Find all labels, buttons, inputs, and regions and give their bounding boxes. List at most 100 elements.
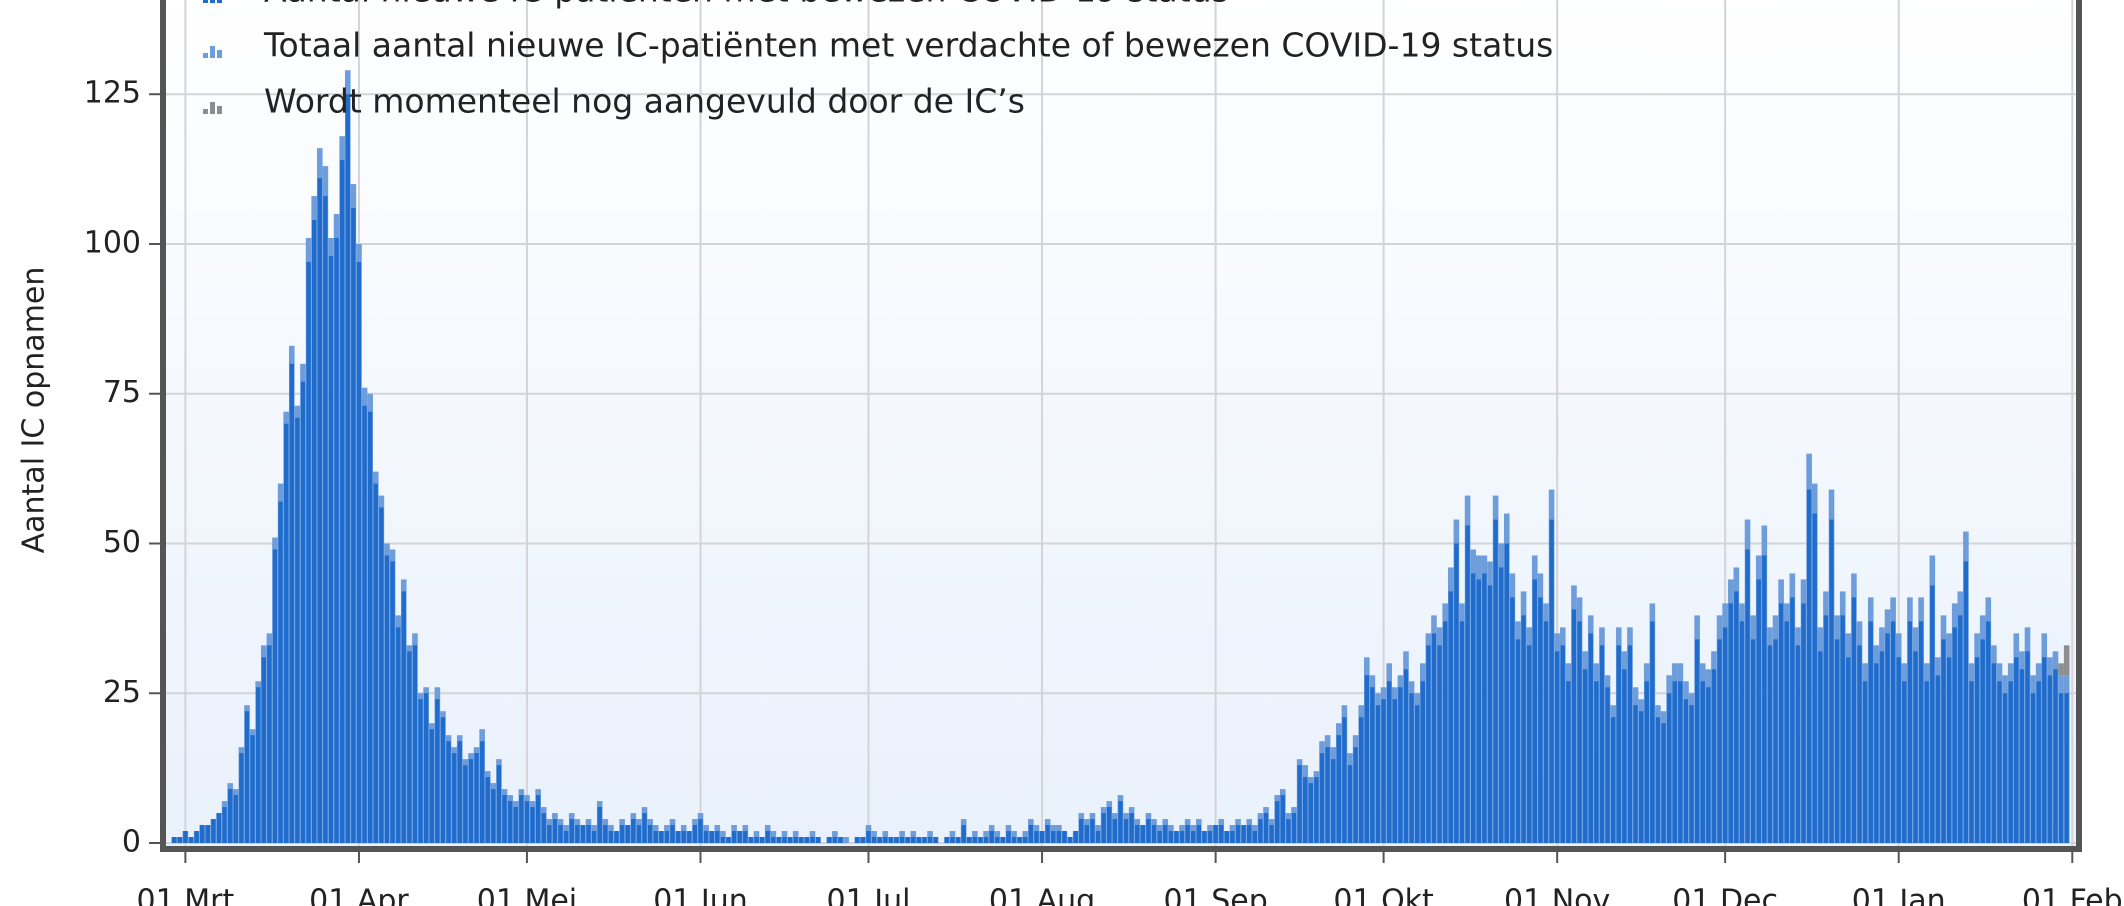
bar <box>1571 609 1577 844</box>
bar <box>541 813 546 844</box>
x-tick-label: 01 Mei <box>477 884 577 906</box>
bar <box>1235 825 1241 844</box>
bar <box>1750 639 1756 844</box>
bar <box>692 825 698 844</box>
bar <box>1280 795 1286 844</box>
bar <box>978 837 983 844</box>
legend-icon <box>203 0 208 3</box>
bar <box>1045 825 1050 844</box>
bar <box>933 837 938 844</box>
bar <box>1442 621 1448 844</box>
bar <box>1515 639 1521 844</box>
bar <box>1129 813 1134 844</box>
bar <box>496 765 502 844</box>
bar <box>631 819 636 844</box>
bar <box>1823 615 1829 844</box>
bar <box>2019 669 2025 844</box>
bar <box>1594 681 1599 844</box>
bar <box>502 795 507 844</box>
bar <box>1504 543 1509 844</box>
bar <box>463 765 468 844</box>
legend: Aantal nieuwe IC-patiënten met bewezen C… <box>203 0 1553 121</box>
bar <box>177 837 182 844</box>
bar <box>306 261 311 844</box>
bar <box>1107 807 1112 844</box>
bar <box>1986 621 1991 844</box>
bar <box>373 483 378 844</box>
bar <box>1510 597 1515 844</box>
bar <box>418 699 423 844</box>
bar <box>1840 615 1845 844</box>
bar <box>1000 837 1006 844</box>
bar <box>591 831 597 844</box>
legend-label: Aantal nieuwe IC-patiënten met bewezen C… <box>264 0 1229 10</box>
bar <box>843 837 849 844</box>
bar <box>2042 657 2047 844</box>
bar <box>619 825 625 844</box>
bar <box>1414 705 1420 844</box>
bar <box>250 735 255 844</box>
bar <box>1381 699 1386 844</box>
bar <box>1420 681 1425 844</box>
bar <box>894 837 899 844</box>
bar <box>1459 621 1465 844</box>
bar <box>776 837 782 844</box>
bar <box>412 645 418 844</box>
bar <box>2002 693 2008 844</box>
bar <box>1689 705 1694 844</box>
bar <box>1179 831 1185 844</box>
bar <box>1297 765 1302 844</box>
bar <box>782 837 787 844</box>
bar <box>1163 825 1168 844</box>
bar <box>1661 723 1666 844</box>
y-tick-label: 125 <box>84 76 141 111</box>
bar <box>1773 639 1778 844</box>
bar <box>1577 621 1582 844</box>
bar <box>1627 645 1633 844</box>
bar <box>883 837 888 844</box>
bar <box>300 381 306 844</box>
bar <box>765 831 770 844</box>
bar <box>1084 825 1090 844</box>
bar <box>1353 747 1358 844</box>
bar <box>435 699 440 844</box>
bar <box>1174 831 1179 844</box>
bar <box>804 837 810 844</box>
bar <box>1599 645 1605 844</box>
bar <box>1958 615 1963 844</box>
bar <box>1694 639 1700 844</box>
bar <box>451 753 457 844</box>
x-tick-label: 01 Jun <box>653 884 748 906</box>
bar <box>267 645 272 844</box>
bar <box>1123 819 1129 844</box>
x-tick-label: 01 Dec <box>1672 884 1778 906</box>
bar <box>1582 669 1588 844</box>
bar <box>1476 579 1481 844</box>
bar <box>1991 663 1997 844</box>
bar <box>866 831 871 844</box>
bar <box>255 687 261 844</box>
bar <box>1941 639 1946 844</box>
bar <box>1364 675 1369 844</box>
bar <box>1532 579 1537 844</box>
bar <box>328 255 334 844</box>
bar <box>1980 639 1985 844</box>
bar <box>535 795 541 844</box>
bar <box>1711 669 1717 844</box>
bar <box>720 837 726 844</box>
bar <box>961 825 966 844</box>
bar <box>524 801 530 844</box>
bar <box>222 807 227 844</box>
bar <box>647 825 653 844</box>
bar <box>1067 837 1073 844</box>
bar <box>1437 645 1442 844</box>
bar <box>995 837 1000 844</box>
bar <box>1011 837 1017 844</box>
bar <box>1834 639 1840 844</box>
bar <box>614 831 619 844</box>
bar <box>1678 681 1683 844</box>
bar <box>1549 519 1554 844</box>
bar <box>1946 657 1952 844</box>
bar <box>530 807 535 844</box>
bar <box>1185 825 1190 844</box>
